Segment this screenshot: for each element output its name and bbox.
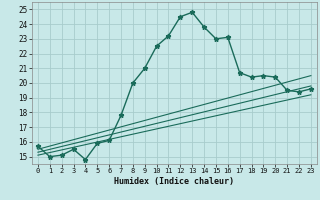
X-axis label: Humidex (Indice chaleur): Humidex (Indice chaleur) — [115, 177, 234, 186]
